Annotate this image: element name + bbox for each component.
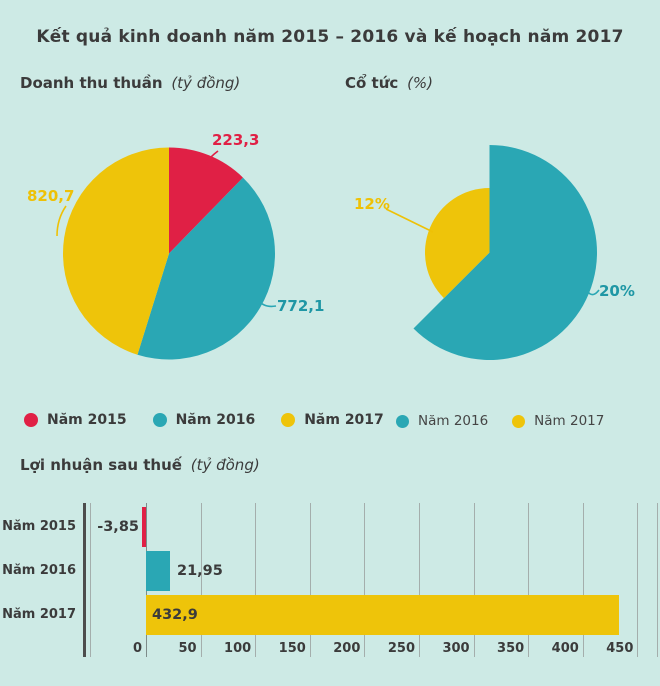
x-tick-label-350: 350 bbox=[497, 641, 525, 656]
gridline-350 bbox=[528, 503, 530, 657]
x-tick-label-0: 0 bbox=[132, 641, 142, 656]
pie-slice-năm-2016 bbox=[137, 177, 275, 360]
legend-label-div-2017: Năm 2017 bbox=[534, 413, 605, 429]
dividend-heading-unit: (%) bbox=[407, 74, 434, 92]
profit-heading-text: Lợi nhuận sau thuế bbox=[20, 456, 182, 474]
revenue-leader-line-2017 bbox=[56, 205, 67, 237]
revenue-value-2015: 223,3 bbox=[212, 131, 260, 149]
revenue-leader-line-2016 bbox=[257, 299, 277, 308]
profit-section-heading: Lợi nhuận sau thuế (tỷ đồng) bbox=[20, 456, 260, 474]
revenue-leader-line-2015 bbox=[205, 150, 219, 164]
page-title: Kết quả kinh doanh năm 2015 – 2016 và kế… bbox=[36, 27, 624, 47]
gridline-300 bbox=[473, 503, 475, 657]
plot-right-border bbox=[657, 503, 658, 657]
x-tick-label-50: 50 bbox=[178, 641, 197, 656]
x-tick-label-450: 450 bbox=[606, 641, 634, 656]
revenue-value-2017: 820,7 bbox=[27, 187, 75, 205]
category-axis-line bbox=[83, 503, 86, 657]
gridline-50 bbox=[200, 503, 202, 657]
bar-category-2015: Năm 2015 bbox=[2, 519, 76, 534]
x-tick-label-400: 400 bbox=[551, 641, 579, 656]
revenue-legend: Năm 2015 Năm 2016 Năm 2017 bbox=[24, 412, 384, 428]
profit-bar-chart: Năm 2015 Năm 2016 Năm 2017 -3,85 21,95 4… bbox=[0, 495, 660, 665]
legend-dot-div-2016-icon bbox=[396, 414, 409, 428]
x-tick-label-200: 200 bbox=[333, 641, 361, 656]
gridline-450 bbox=[637, 503, 639, 657]
pie-slice-năm-2015 bbox=[169, 147, 243, 254]
legend-item-2015: Năm 2015 bbox=[24, 412, 127, 428]
bar-value-2017: 432,9 bbox=[152, 607, 198, 623]
revenue-pie-chart bbox=[56, 147, 277, 360]
revenue-heading-unit: (tỷ đồng) bbox=[171, 74, 241, 92]
dividend-pie-chart bbox=[385, 145, 600, 360]
legend-dot-2015-icon bbox=[24, 413, 38, 427]
bar-category-2016: Năm 2016 bbox=[2, 563, 76, 578]
x-tick-label-250: 250 bbox=[387, 641, 415, 656]
pie-slice-năm-2016 bbox=[413, 145, 598, 360]
dividend-leader-line-2017 bbox=[385, 208, 434, 233]
legend-label-2015: Năm 2015 bbox=[47, 412, 127, 428]
dividend-heading-text: Cổ tức bbox=[345, 74, 399, 92]
dividend-leader-line-2016 bbox=[587, 289, 600, 296]
bar-value-2015: -3,85 bbox=[97, 519, 139, 535]
legend-item-2017: Năm 2017 bbox=[281, 412, 384, 428]
gridline-150 bbox=[309, 503, 311, 657]
x-tick-label-300: 300 bbox=[442, 641, 470, 656]
dividend-section-heading: Cổ tức (%) bbox=[345, 74, 433, 92]
pie-slice-năm-2017 bbox=[424, 188, 490, 299]
revenue-value-2016: 772,1 bbox=[277, 297, 325, 315]
legend-item-2016: Năm 2016 bbox=[152, 412, 256, 428]
pie-slice-năm-2017 bbox=[62, 147, 169, 355]
legend-dot-2016-icon bbox=[152, 413, 167, 427]
dividend-legend: Năm 2016 Năm 2017 bbox=[396, 413, 604, 429]
gridline-400 bbox=[582, 503, 584, 657]
bar-năm-2015 bbox=[141, 507, 146, 547]
legend-label-2016: Năm 2016 bbox=[175, 412, 256, 428]
bar-value-2016: 21,95 bbox=[177, 563, 223, 579]
legend-item-div-2016: Năm 2016 bbox=[396, 413, 488, 429]
legend-dot-2017-icon bbox=[281, 413, 296, 427]
revenue-section-heading: Doanh thu thuần (tỷ đồng) bbox=[20, 74, 240, 92]
bar-năm-2017 bbox=[146, 595, 619, 635]
bar-category-2017: Năm 2017 bbox=[2, 607, 76, 622]
x-tick-label-150: 150 bbox=[278, 641, 306, 656]
plot-left-border bbox=[90, 503, 91, 657]
legend-label-div-2016: Năm 2016 bbox=[418, 413, 489, 429]
legend-item-div-2017: Năm 2017 bbox=[512, 413, 604, 429]
legend-label-2017: Năm 2017 bbox=[304, 412, 384, 428]
legend-dot-div-2017-icon bbox=[512, 414, 526, 428]
bar-năm-2016 bbox=[146, 551, 170, 591]
dividend-value-2017: 12% bbox=[354, 195, 390, 213]
gridline-250 bbox=[419, 503, 420, 657]
dividend-value-2016: 20% bbox=[599, 282, 635, 300]
gridline-200 bbox=[364, 503, 366, 657]
profit-heading-unit: (tỷ đồng) bbox=[190, 456, 260, 474]
revenue-heading-text: Doanh thu thuần bbox=[20, 74, 163, 92]
gridline-100 bbox=[255, 503, 257, 657]
x-tick-label-100: 100 bbox=[224, 641, 252, 656]
